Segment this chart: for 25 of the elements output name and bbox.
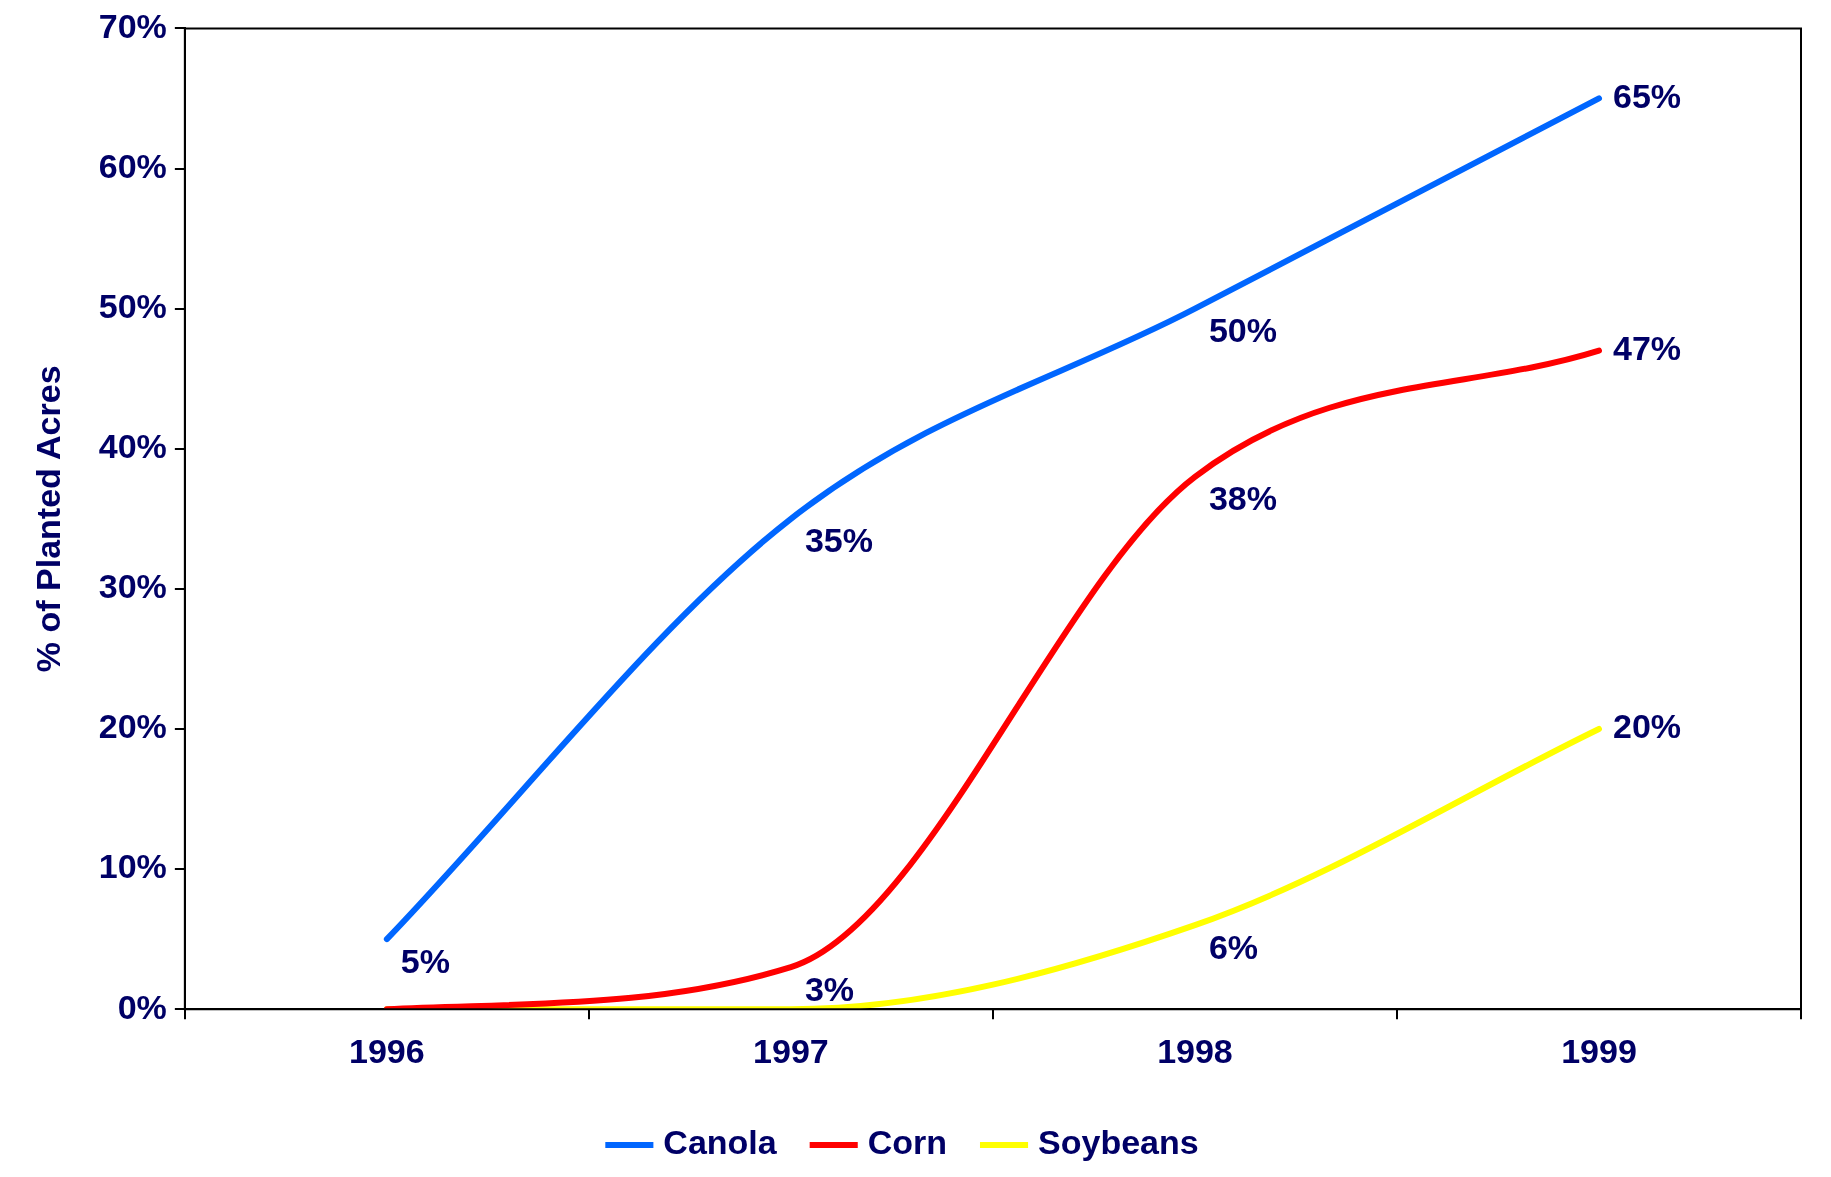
data-label: 38%	[1208, 479, 1278, 518]
y-tick-label: 20%	[98, 707, 167, 746]
data-label: 50%	[1208, 311, 1278, 349]
y-tick-label: 50%	[98, 287, 167, 325]
y-tick-label: 40%	[98, 427, 167, 466]
data-label: 6%	[1208, 927, 1259, 966]
data-label: 35%	[804, 521, 873, 560]
legend-label: Soybeans	[1038, 1123, 1199, 1162]
data-label: 20%	[1612, 707, 1682, 746]
x-tick-label: 1997	[753, 1031, 829, 1070]
y-tick-label: 30%	[98, 567, 167, 606]
y-tick-label: 60%	[98, 146, 167, 185]
data-label: 3%	[804, 969, 855, 1008]
y-tick-label: 10%	[98, 847, 167, 886]
data-label: 47%	[1612, 329, 1682, 368]
data-label: 5%	[400, 941, 451, 980]
y-tick-label: 0%	[117, 987, 167, 1026]
data-label: 65%	[1612, 76, 1682, 115]
y-axis-title: % of Planted Acres	[28, 365, 67, 673]
x-tick-label: 1998	[1157, 1031, 1233, 1070]
y-tick-label: 70%	[98, 6, 167, 45]
x-tick-label: 1999	[1561, 1031, 1637, 1070]
x-tick-label: 1996	[349, 1031, 425, 1070]
legend-label: Canola	[663, 1123, 778, 1162]
legend-label: Corn	[867, 1123, 948, 1162]
